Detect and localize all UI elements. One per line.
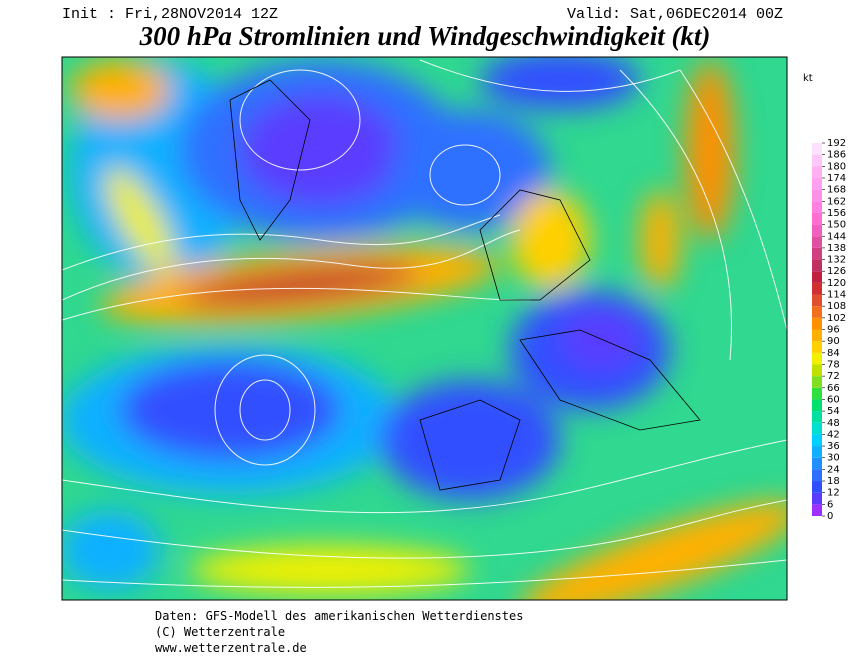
colorbar-segment	[812, 411, 822, 423]
colorbar-tick-label: 168	[827, 185, 846, 196]
colorbar-segment	[812, 387, 822, 400]
colorbar-tick-label: 102	[827, 313, 846, 324]
colorbar-tick-label: 120	[827, 278, 846, 289]
colorbar-tick-label: 114	[827, 290, 846, 301]
wind-map	[62, 57, 787, 600]
colorbar-tick-label: 162	[827, 196, 846, 207]
colorbar-segment	[812, 143, 822, 155]
colorbar-segment	[812, 481, 822, 493]
colorbar-tick-label: 96	[827, 325, 840, 336]
colorbar-segment	[812, 469, 822, 482]
colorbar-tick-label: 90	[827, 336, 840, 347]
footer-copyright: (C) Wetterzentrale	[155, 625, 285, 639]
colorbar-segment	[812, 306, 822, 318]
colorbar-segment	[812, 492, 822, 505]
colorbar-tick-label: 186	[827, 150, 846, 161]
colorbar-segment	[812, 271, 822, 283]
colorbar-segment	[812, 282, 822, 295]
colorbar-tick-label: 180	[827, 161, 846, 172]
colorbar-segment	[812, 189, 822, 202]
colorbar-segment	[812, 422, 822, 435]
colorbar-segment	[812, 212, 822, 225]
colorbar-tick-label: 12	[827, 488, 840, 499]
colorbar-segment	[812, 329, 822, 342]
colorbar-segment	[812, 446, 822, 458]
colorbar-tick-label: 60	[827, 394, 840, 405]
colorbar-tick-label: 156	[827, 208, 846, 219]
map-title: 300 hPa Stromlinien und Windgeschwindigk…	[139, 21, 711, 51]
colorbar-tick-label: 84	[827, 348, 840, 359]
colorbar-tick-label: 138	[827, 243, 846, 254]
colorbar-tick-label: 48	[827, 418, 840, 429]
colorbar-tick-label: 108	[827, 301, 846, 312]
colorbar-tick-label: 150	[827, 220, 846, 231]
footer-source: Daten: GFS-Modell des amerikanischen Wet…	[155, 609, 523, 623]
colorbar-tick-label: 66	[827, 383, 840, 394]
colorbar-tick-label: 6	[827, 499, 833, 510]
colorbar-segment	[812, 376, 822, 388]
colorbar-segment	[812, 317, 822, 330]
colorbar-tick-label: 126	[827, 266, 846, 277]
colorbar-segment	[812, 364, 822, 377]
colorbar-segment	[812, 224, 822, 237]
colorbar-segment	[812, 201, 822, 213]
colorbar-tick-label: 78	[827, 359, 840, 370]
colorbar-segment	[812, 504, 822, 516]
colorbar-segment	[812, 259, 822, 272]
colorbar-tick-label: 144	[827, 231, 846, 242]
colorbar-segment	[812, 154, 822, 167]
colorbar-tick-label: 36	[827, 441, 840, 452]
colorbar-tick-label: 72	[827, 371, 840, 382]
colorbar-tick-label: 174	[827, 173, 846, 184]
colorbar-segment	[812, 177, 822, 190]
colorbar-segment	[812, 434, 822, 447]
legend-unit: kt	[803, 73, 813, 84]
colorbar-tick-label: 42	[827, 429, 840, 440]
footer-url: www.wetterzentrale.de	[155, 641, 307, 655]
colorbar: 0612182430364248546066727884909610210811…	[812, 138, 846, 522]
valid-time: Valid: Sat,06DEC2014 00Z	[567, 6, 783, 23]
colorbar-tick-label: 0	[827, 511, 833, 522]
colorbar-tick-label: 54	[827, 406, 840, 417]
colorbar-tick-label: 18	[827, 476, 840, 487]
colorbar-tick-label: 192	[827, 138, 846, 149]
colorbar-segment	[812, 166, 822, 178]
colorbar-tick-label: 30	[827, 453, 840, 464]
colorbar-segment	[812, 352, 822, 365]
colorbar-segment	[812, 294, 822, 307]
colorbar-tick-label: 132	[827, 255, 846, 266]
colorbar-segment	[812, 247, 822, 260]
colorbar-tick-label: 24	[827, 464, 840, 475]
colorbar-segment	[812, 457, 822, 470]
colorbar-segment	[812, 399, 822, 412]
init-time: Init : Fri,28NOV2014 12Z	[62, 6, 278, 23]
colorbar-segment	[812, 236, 822, 248]
colorbar-segment	[812, 341, 822, 353]
map-frame	[61, 56, 788, 601]
